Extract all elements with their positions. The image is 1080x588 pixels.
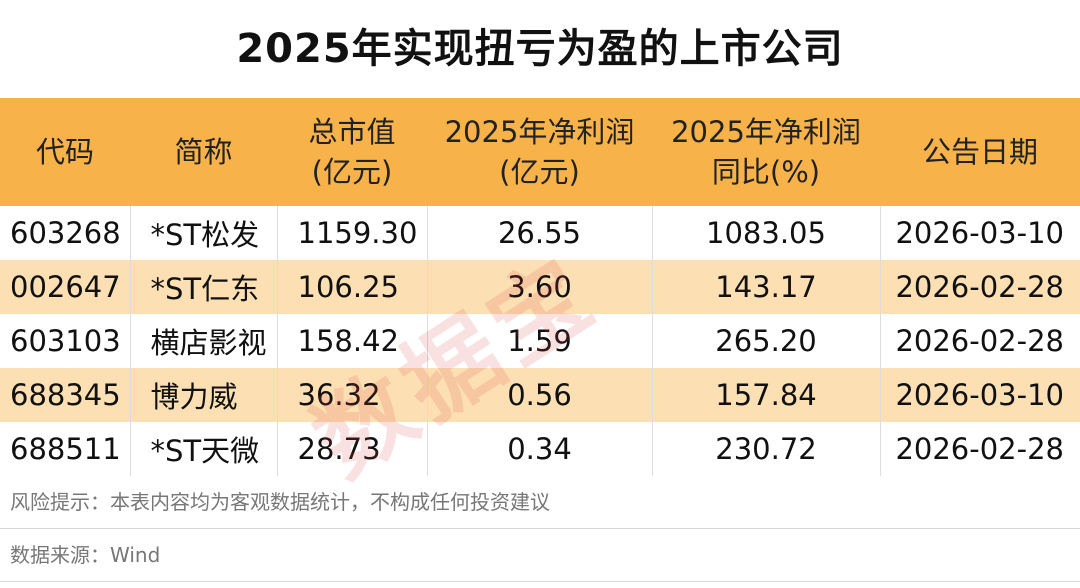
cell-name: 横店影视 xyxy=(130,314,278,368)
header-market-cap: 总市值 (亿元) xyxy=(277,98,427,206)
cell-yoy: 157.84 xyxy=(652,368,881,422)
cell-yoy: 230.72 xyxy=(652,422,881,476)
table-row: 603103 横店影视 158.42 1.59 265.20 2026-02-2… xyxy=(0,314,1080,368)
cell-market-cap: 158.42 xyxy=(277,314,428,368)
cell-date: 2026-02-28 xyxy=(895,432,1064,466)
cell-code: 688345 xyxy=(0,368,131,422)
header-name: 简称 xyxy=(130,98,277,206)
cell-date: 2026-03-10 xyxy=(880,368,1080,422)
cell-name: 博力威 xyxy=(130,368,278,422)
cell-name: *ST仁东 xyxy=(130,260,278,314)
cell-market-cap: 28.73 xyxy=(277,422,428,476)
cell-code: 688511 xyxy=(0,422,131,476)
risk-note: 风险提示：本表内容均为客观数据统计，不构成任何投资建议 xyxy=(0,476,1080,529)
cell-market-cap: 106.25 xyxy=(277,260,428,314)
header-code: 代码 xyxy=(0,98,130,206)
table-row: 002647 *ST仁东 106.25 3.60 143.17 2026-02-… xyxy=(0,260,1080,314)
header-yoy: 2025年净利润 同比(%) xyxy=(652,98,880,206)
cell-net-profit: 1.59 xyxy=(427,314,653,368)
source-note: 数据来源：Wind xyxy=(0,529,1080,582)
cell-net-profit: 3.60 xyxy=(427,260,653,314)
cell-net-profit: 26.55 xyxy=(427,206,653,260)
cell-date: 2026-02-28 xyxy=(895,324,1064,358)
cell-yoy: 265.20 xyxy=(652,314,881,368)
cell-net-profit: 0.56 xyxy=(427,368,653,422)
table-header-row: 代码 简称 总市值 (亿元) 2025年净利润 (亿元) 2025年净利润 同比(%)… xyxy=(0,98,1080,206)
table-row: 688345 博力威 36.32 0.56 157.84 2026-03-10 xyxy=(0,368,1080,422)
cell-code: 603268 xyxy=(0,206,131,260)
cell-code: 603103 xyxy=(0,314,131,368)
cell-date: 2026-03-10 xyxy=(895,216,1064,250)
page-title: 2025年实现扭亏为盈的上市公司 xyxy=(236,26,844,72)
cell-code: 002647 xyxy=(0,260,131,314)
cell-net-profit: 0.34 xyxy=(427,422,653,476)
cell-date: 2026-02-28 xyxy=(880,260,1080,314)
data-table: 代码 简称 总市值 (亿元) 2025年净利润 (亿元) 2025年净利润 同比(%)… xyxy=(0,98,1080,476)
table-row: 688511 *ST天微 28.73 0.34 230.72 2026-02-2… xyxy=(0,422,1080,476)
cell-name: *ST天微 xyxy=(130,422,278,476)
cell-name: *ST松发 xyxy=(130,206,278,260)
header-net-profit: 2025年净利润 (亿元) xyxy=(427,98,652,206)
cell-market-cap: 1159.30 xyxy=(277,206,428,260)
table-row: 603268 *ST松发 1159.30 26.55 1083.05 2026-… xyxy=(0,206,1080,260)
cell-yoy: 1083.05 xyxy=(652,206,881,260)
cell-market-cap: 36.32 xyxy=(277,368,428,422)
cell-yoy: 143.17 xyxy=(652,260,881,314)
header-date: 公告日期 xyxy=(880,98,1080,206)
